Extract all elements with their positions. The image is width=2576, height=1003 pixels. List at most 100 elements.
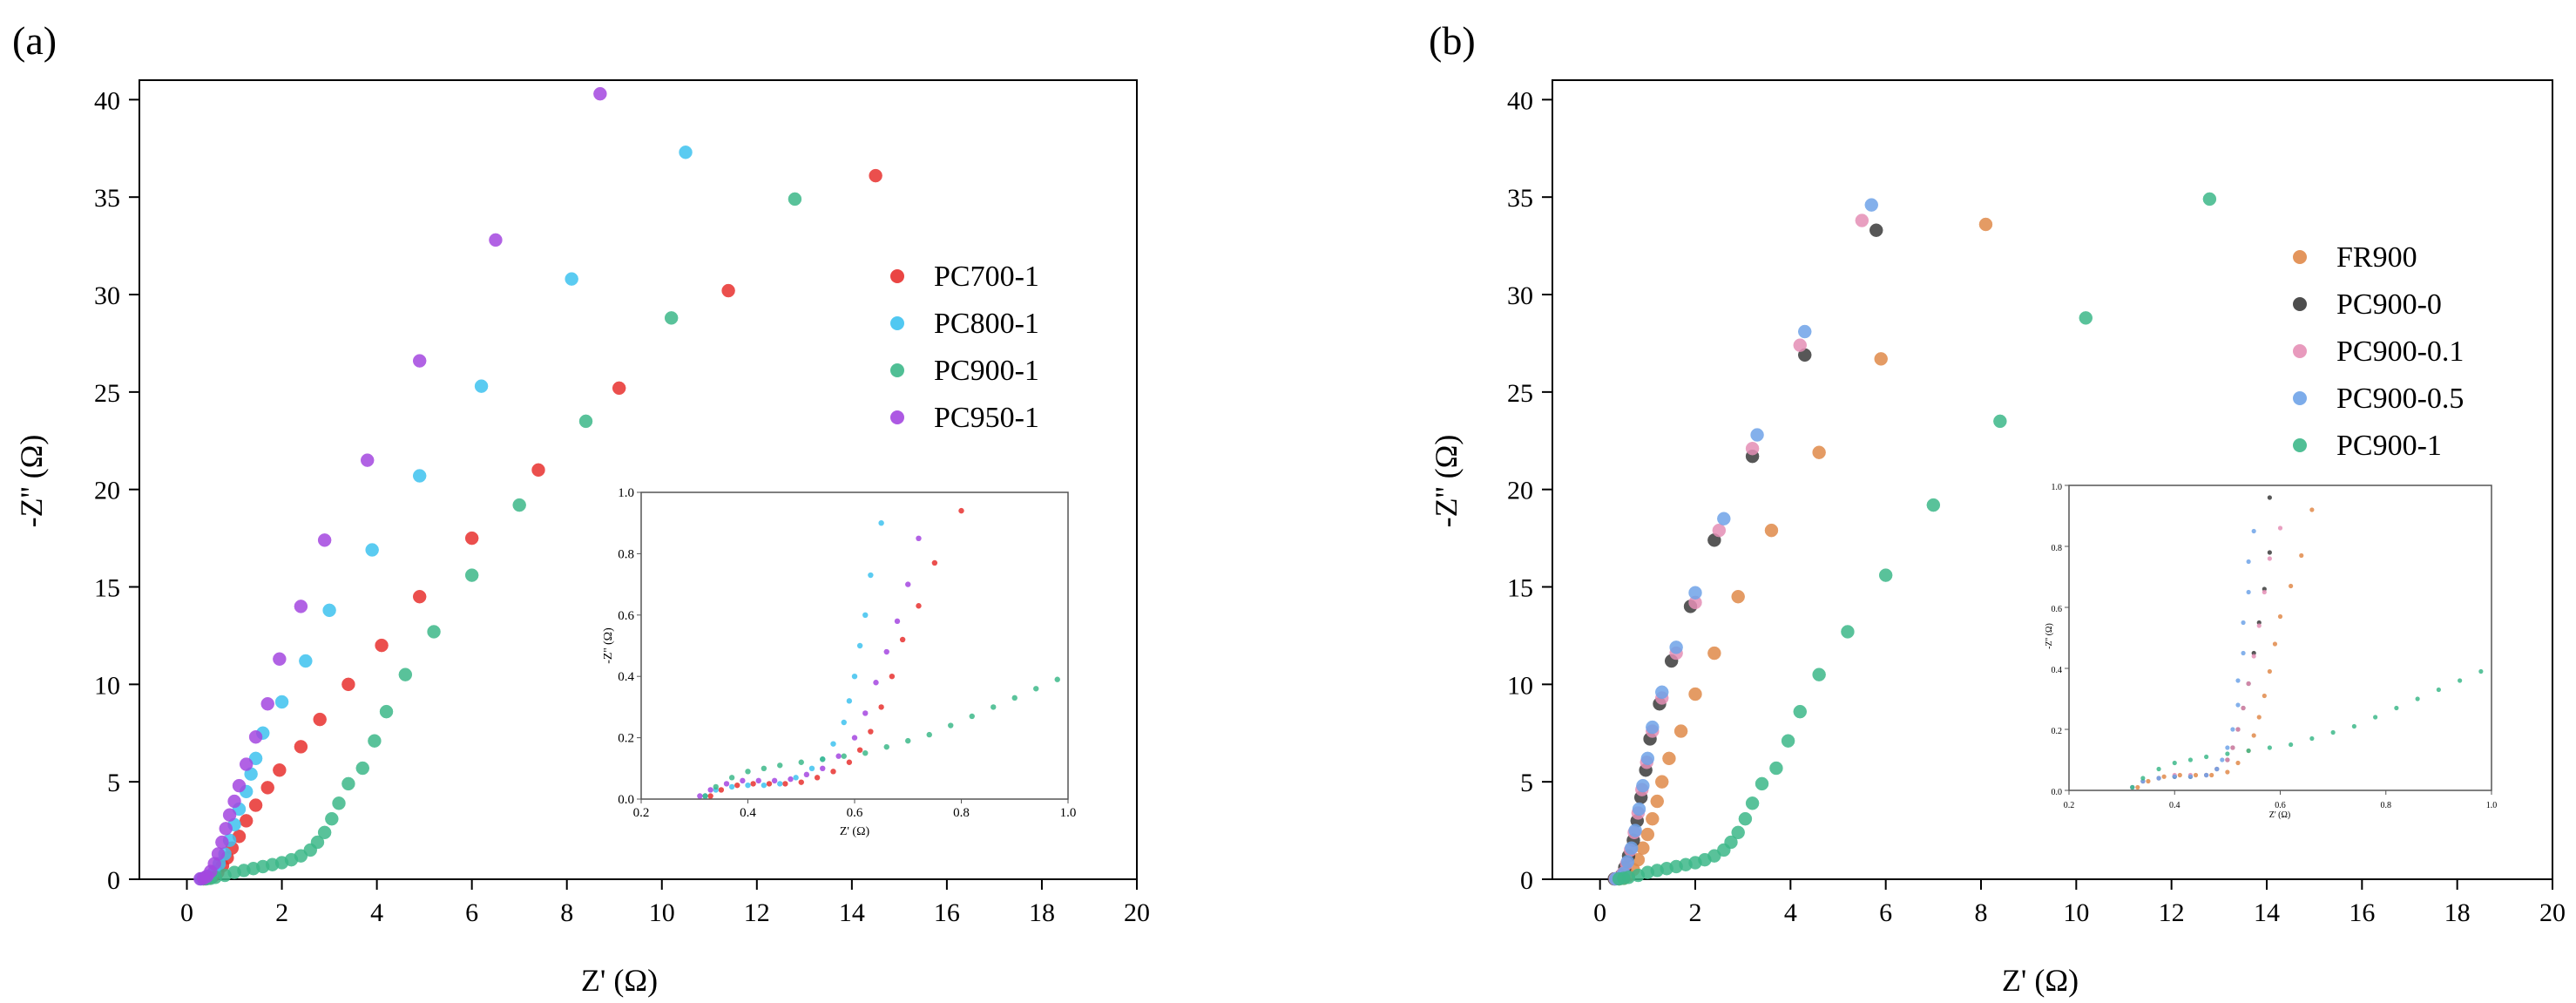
data-point: [299, 654, 313, 668]
inset-data-point: [2130, 784, 2135, 790]
inset-data-point: [2187, 774, 2194, 779]
data-point: [1654, 685, 1669, 700]
data-point: [1738, 811, 1753, 826]
inset-data-point: [2299, 552, 2304, 559]
data-point: [474, 379, 489, 393]
data-point: [332, 796, 346, 810]
inset-x-tick-label: 0.2: [2064, 801, 2075, 810]
inset-data-point: [728, 783, 735, 790]
data-point: [1662, 751, 1676, 766]
data-point: [1731, 589, 1745, 604]
inset-data-point: [883, 743, 889, 750]
inset-data-point: [905, 737, 911, 744]
inset-data-point: [788, 776, 794, 783]
inset-data-point: [862, 710, 869, 716]
panel-a-x-ticks: 0 2 4 6 8 10 12 14 16 18 20: [180, 879, 1150, 927]
legend-label: PC900-1: [934, 355, 1039, 387]
series-PC900-1: [199, 192, 802, 886]
inset-data-point: [2156, 766, 2161, 772]
data-point: [1688, 586, 1702, 600]
data-point: [1640, 751, 1655, 766]
inset-data-point: [2225, 751, 2230, 756]
data-point: [1712, 523, 1727, 538]
inset-data-point: [2262, 693, 2267, 699]
data-point: [375, 638, 389, 653]
inset-data-point: [750, 781, 756, 787]
legend-label: PC900-0: [2336, 288, 2442, 321]
inset-x-tick-label: 0.6: [847, 806, 863, 820]
inset-y-tick-label: 0.2: [618, 732, 634, 746]
inset-data-point: [948, 722, 954, 729]
inset-data-point: [814, 775, 821, 781]
inset-series-PC900-1: [702, 676, 1060, 799]
inset-data-point: [2230, 727, 2235, 732]
inset-data-point: [2246, 681, 2251, 687]
data-point: [427, 625, 441, 639]
inset-data-point: [926, 731, 932, 738]
data-point: [464, 568, 479, 582]
y-tick-label: 5: [107, 769, 120, 797]
x-tick-label: 8: [1975, 898, 1988, 927]
inset-data-point: [761, 782, 767, 789]
inset-data-point: [734, 782, 740, 789]
inset-data-point: [969, 713, 975, 720]
data-point: [489, 233, 503, 247]
inset-data-point: [745, 782, 751, 789]
inset-data-point: [718, 787, 725, 793]
inset-data-point: [2262, 589, 2267, 595]
data-point: [1646, 811, 1660, 826]
inset-series-PC800-1: [702, 520, 884, 799]
legend-marker: [890, 269, 904, 283]
panel-b-y-axis-label: -Z'' (Ω): [1429, 435, 1464, 528]
inset-data-point: [841, 719, 847, 726]
data-point: [578, 414, 593, 429]
inset-data-point: [889, 674, 896, 680]
inset-series-FR900: [2135, 507, 2315, 790]
inset-data-point: [2267, 550, 2272, 555]
panel-b-inset-ticks: 0.2 0.4 0.6 0.8 1.00.00.20.40.60.81.0: [2052, 483, 2498, 810]
inset-data-point: [777, 781, 783, 787]
y-tick-label: 15: [1507, 574, 1533, 603]
panel-a-inset-y-label: -Z'' (Ω): [602, 627, 615, 664]
x-tick-label: 4: [370, 898, 383, 927]
data-point: [248, 729, 263, 744]
data-point: [721, 283, 735, 298]
inset-data-point: [2235, 702, 2241, 708]
inset-data-point: [2241, 620, 2246, 626]
inset-data-point: [728, 775, 735, 781]
inset-data-point: [841, 753, 847, 759]
x-tick-label: 18: [2444, 898, 2471, 927]
data-point: [317, 825, 332, 840]
legend-label: PC700-1: [934, 261, 1039, 293]
inset-data-point: [991, 704, 997, 710]
inset-data-point: [820, 756, 826, 762]
inset-x-tick-label: 1.0: [1060, 806, 1077, 820]
y-tick-label: 5: [1520, 769, 1533, 797]
inset-data-point: [2267, 745, 2272, 750]
x-tick-label: 14: [839, 898, 865, 927]
data-point: [325, 811, 339, 826]
y-tick-label: 20: [94, 477, 120, 505]
legend-label: PC950-1: [934, 402, 1039, 434]
inset-y-tick-label: 0.6: [618, 609, 634, 623]
inset-data-point: [883, 648, 889, 655]
y-tick-label: 30: [94, 281, 120, 310]
panel-a-inset-series: [697, 507, 1060, 799]
x-tick-label: 10: [649, 898, 675, 927]
data-point: [531, 463, 545, 478]
inset-x-tick-label: 0.4: [740, 806, 756, 820]
x-tick-label: 0: [1593, 898, 1606, 927]
panel-a-plot-frame: [139, 79, 1138, 880]
inset-series-PC700-1: [707, 507, 964, 799]
inset-data-point: [2135, 784, 2140, 790]
inset-data-point: [798, 779, 804, 785]
inset-data-point: [766, 781, 773, 787]
inset-data-point: [707, 787, 713, 793]
data-point: [248, 798, 263, 812]
data-point: [273, 763, 287, 777]
inset-data-point: [2246, 748, 2251, 754]
data-point: [341, 776, 355, 791]
y-tick-label: 35: [1507, 184, 1533, 213]
data-point: [1731, 825, 1745, 840]
